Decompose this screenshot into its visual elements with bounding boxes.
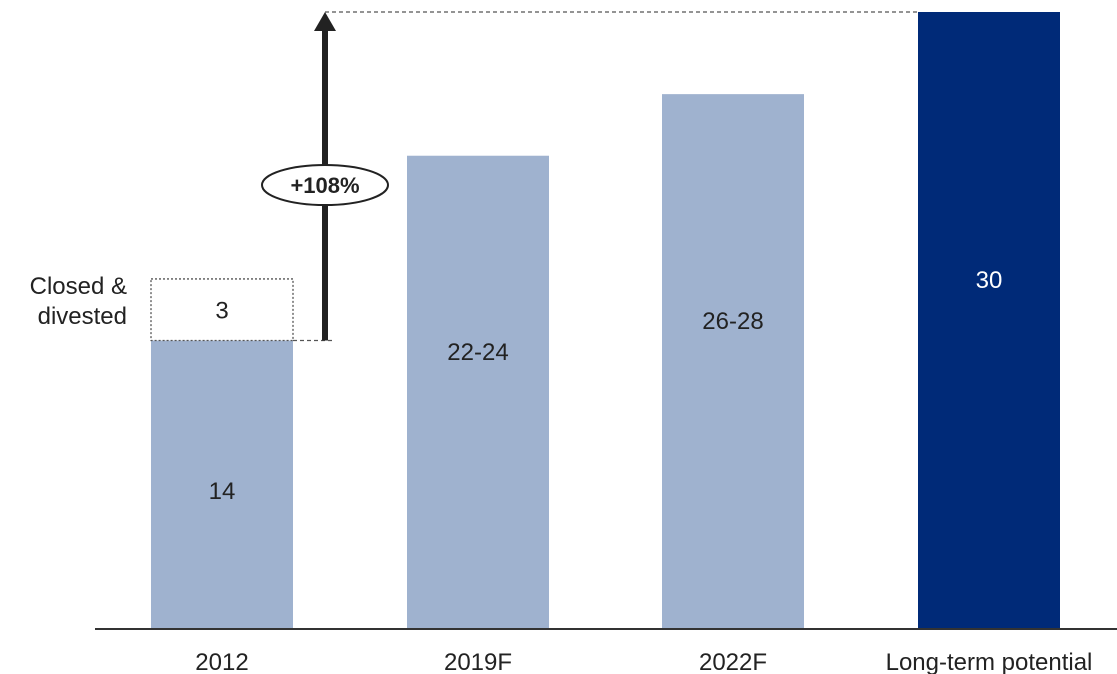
x-tick-label: 2019F	[444, 649, 512, 674]
bar-value-label: 14	[209, 478, 236, 505]
x-tick-label: 2022F	[699, 649, 767, 674]
bar-value-label: 26-28	[702, 308, 763, 335]
bar-value-label: 30	[976, 267, 1003, 294]
bars-layer: 14 22-24 26-28 30	[151, 12, 1060, 629]
bar-2012	[151, 340, 293, 628]
bar-long-term-potential	[918, 12, 1060, 628]
x-tick-label: Long-term potential	[886, 649, 1093, 674]
growth-percentage-bubble	[261, 164, 389, 206]
closed-divested-value: 3	[215, 298, 228, 325]
x-tick-label: 2012	[195, 649, 248, 674]
closed-divested-segment	[150, 278, 294, 342]
closed-divested-label: Closed & divested	[30, 273, 127, 330]
bar-2019f	[407, 155, 549, 628]
x-tick-labels: 2012 2019F 2022F Long-term potential	[195, 649, 1092, 674]
annotation-layer: 3 Closed & divested +108%	[30, 11, 918, 342]
bar-value-label: 22-24	[447, 339, 508, 366]
growth-arrow-head	[314, 12, 336, 31]
growth-percentage-label: +108%	[290, 173, 359, 198]
bar-2022f	[662, 94, 804, 629]
